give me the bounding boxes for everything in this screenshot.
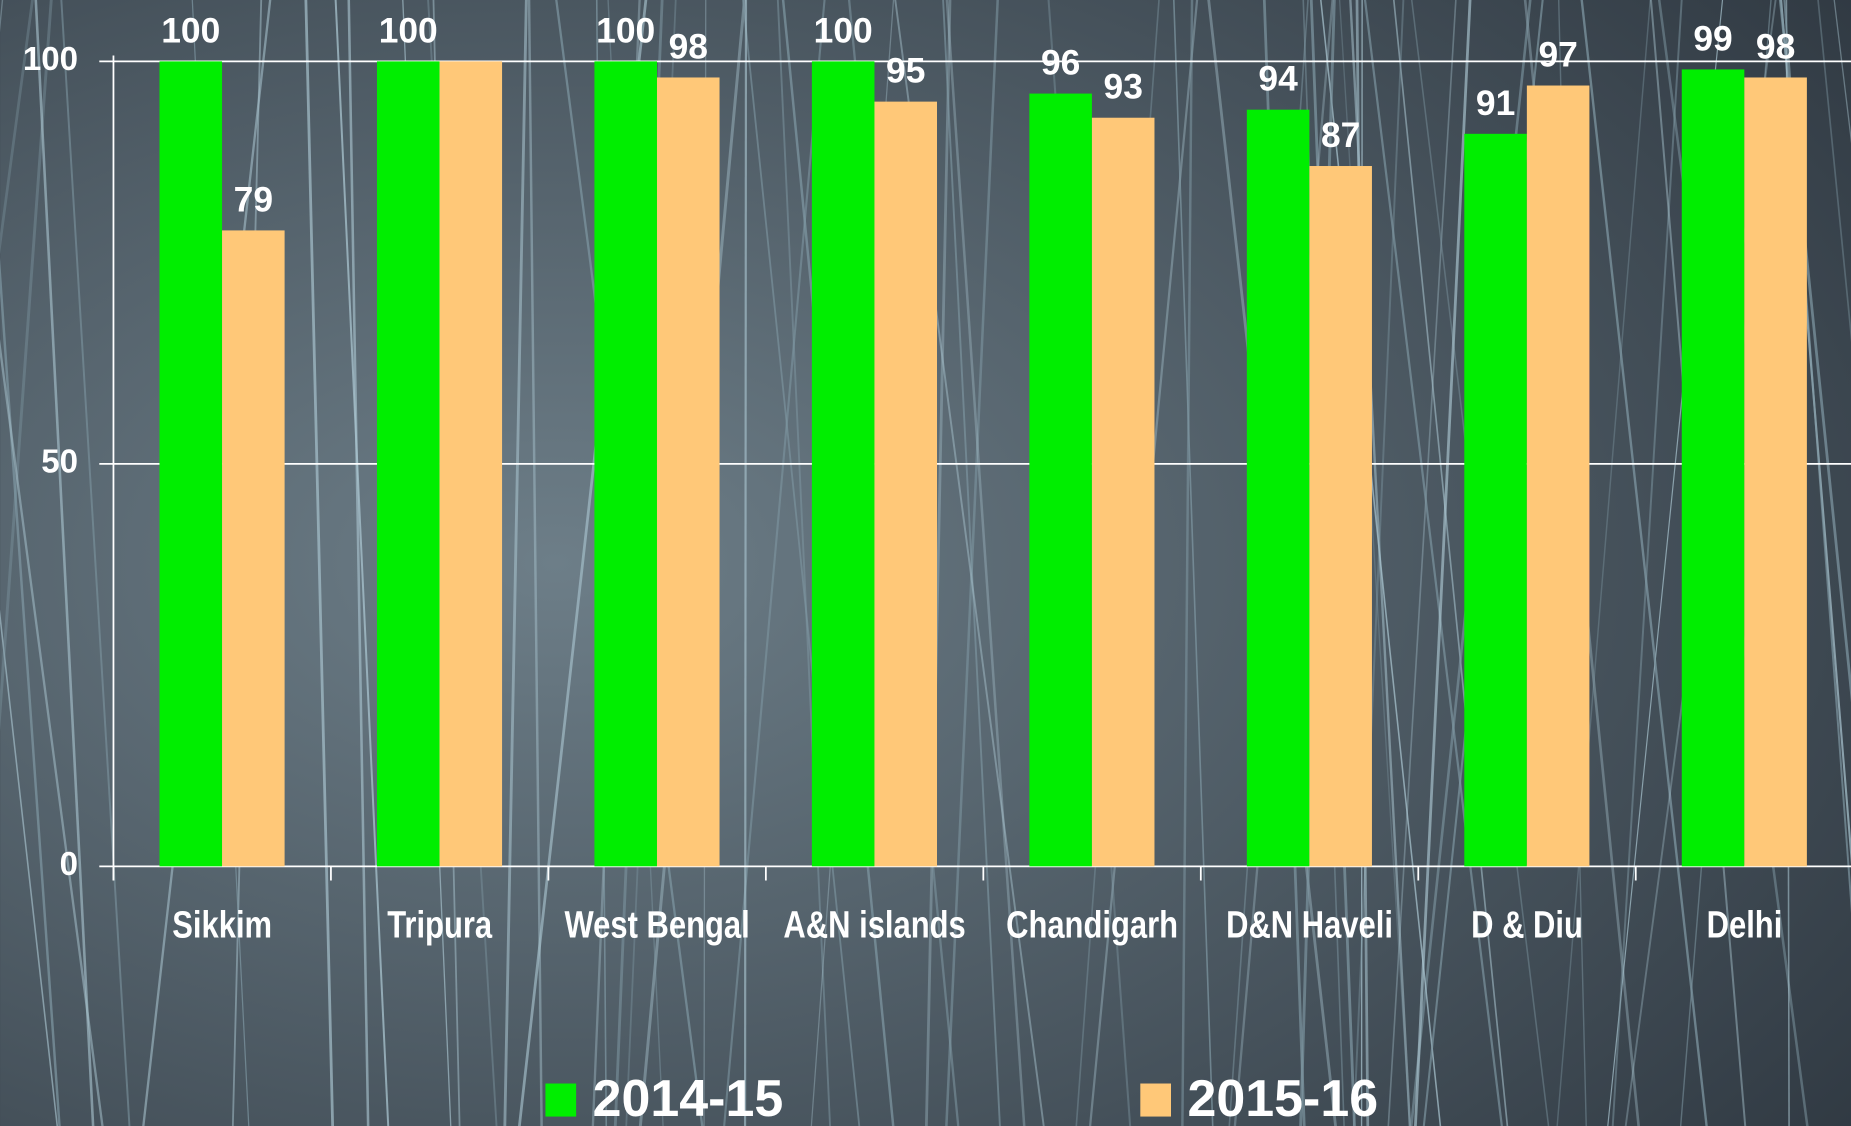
legend-swatch — [1140, 1083, 1172, 1117]
background-line — [1414, 0, 1472, 1126]
data-label: 99 — [1693, 18, 1732, 58]
background-line — [1392, 0, 1509, 1126]
background-line — [743, 0, 748, 1126]
background-line — [1363, 0, 1503, 1126]
background-line — [0, 0, 53, 732]
bar — [1029, 93, 1092, 867]
legend-swatch — [545, 1083, 577, 1117]
y-tick-label: 100 — [23, 41, 78, 78]
x-tick-label: West Bengal — [565, 905, 750, 947]
background-line — [942, 0, 1001, 1126]
bar — [1744, 77, 1807, 867]
background-line — [1181, 0, 1194, 1126]
plot: 0 50 100 Sikkim 100 79 Tripura 100 West Bengal 10… — [23, 10, 1851, 1126]
background-line — [1817, 0, 1851, 343]
y-tick-label: 0 — [60, 846, 78, 883]
background-line — [742, 0, 861, 1126]
bar — [811, 61, 875, 867]
x-tick-label: Sikkim — [172, 905, 272, 947]
bar — [594, 61, 657, 867]
background-line — [924, 0, 952, 1126]
background-line — [1580, 0, 1708, 1126]
bar — [159, 61, 223, 867]
background-line — [304, 0, 335, 1126]
legend-label: 2014-15 — [593, 1070, 784, 1126]
data-label: 79 — [234, 179, 273, 219]
bar — [439, 61, 503, 867]
data-label: 96 — [1041, 43, 1080, 83]
background-line — [0, 339, 104, 1126]
data-label: 91 — [1476, 83, 1515, 123]
background-line — [1611, 0, 1683, 1126]
data-label: 97 — [1538, 35, 1577, 75]
background-line — [334, 0, 390, 1126]
background-line — [0, 257, 61, 1126]
background-line — [347, 0, 370, 1126]
legend-label: 2015-16 — [1188, 1070, 1379, 1126]
background-line — [0, 609, 59, 1126]
bar — [874, 101, 938, 867]
x-tick-label: D & Diu — [1471, 905, 1583, 947]
x-tick-label: Chandigarh — [1006, 905, 1178, 947]
data-label: 98 — [1756, 26, 1795, 66]
bar — [1246, 109, 1310, 867]
data-label: 100 — [379, 10, 438, 50]
x-tick-label: A&N islands — [783, 905, 965, 947]
data-label: 95 — [886, 51, 925, 91]
bar — [1464, 133, 1527, 867]
data-label: 100 — [596, 10, 655, 50]
background-line — [60, 0, 131, 1126]
bar — [1091, 117, 1155, 867]
data-label: 93 — [1104, 67, 1143, 107]
background-line — [0, 0, 34, 255]
x-tick-label: Delhi — [1707, 905, 1783, 947]
bar — [1309, 166, 1372, 867]
background-line — [776, 0, 831, 1126]
bar — [656, 77, 720, 867]
data-label: 100 — [161, 10, 220, 50]
bar — [1681, 69, 1745, 867]
data-label: 87 — [1321, 115, 1360, 155]
background-line — [945, 0, 1026, 1126]
background-line — [723, 0, 826, 1126]
bar — [222, 230, 285, 867]
y-tick-label: 50 — [41, 444, 78, 481]
data-label: 98 — [669, 26, 708, 66]
data-label: 100 — [814, 10, 873, 50]
background-line — [1352, 0, 1405, 1126]
background-line — [503, 0, 528, 1126]
x-tick-label: Tripura — [387, 905, 493, 947]
x-tick-label: D&N Haveli — [1226, 905, 1393, 947]
data-label: 94 — [1258, 59, 1298, 99]
background-line — [1173, 0, 1214, 1126]
background-line — [34, 0, 95, 1126]
background-line — [1387, 0, 1457, 1126]
background-line — [1556, 0, 1651, 1126]
bar — [1526, 85, 1590, 867]
bar — [376, 61, 440, 867]
